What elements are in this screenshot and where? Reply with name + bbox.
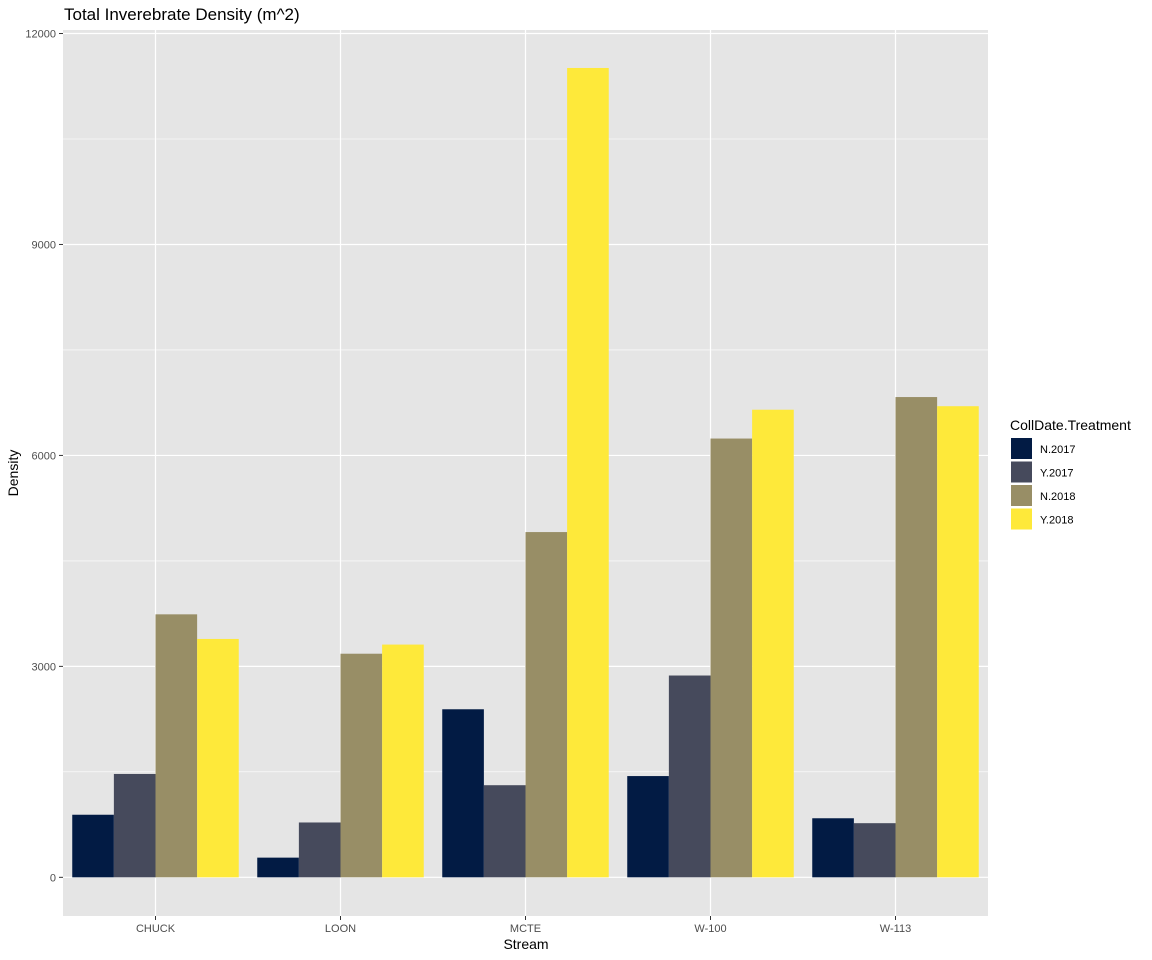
bar-w-113-y-2017 — [853, 823, 896, 878]
legend-key — [1011, 438, 1032, 459]
x-tick-label: W-100 — [694, 923, 726, 935]
x-tick-label: LOON — [325, 923, 356, 935]
bar-mcte-y-2018 — [567, 67, 609, 878]
y-tick-label: 6000 — [32, 450, 56, 462]
bar-w-100-y-2017 — [668, 675, 711, 878]
y-tick-label: 9000 — [32, 239, 56, 251]
legend-label: Y.2017 — [1040, 468, 1073, 480]
bar-chuck-n-2017 — [72, 814, 114, 878]
bar-chuck-y-2018 — [197, 638, 239, 878]
bar-w-113-y-2018 — [937, 406, 979, 878]
x-axis: CHUCK LOON MCTE W-100 W-113 — [136, 916, 911, 935]
legend-label: N.2018 — [1040, 491, 1075, 503]
y-axis: 0 3000 6000 9000 12000 — [25, 29, 63, 884]
legend-key — [1011, 508, 1032, 530]
legend-label: N.2017 — [1040, 444, 1075, 456]
bars — [72, 67, 979, 878]
bar-loon-n-2018 — [340, 653, 383, 878]
bar-w-100-y-2018 — [752, 409, 794, 878]
bar-chuck-y-2017 — [113, 773, 156, 878]
bar-mcte-n-2018 — [525, 532, 568, 878]
bar-loon-n-2017 — [257, 857, 299, 878]
bar-w-100-n-2018 — [710, 438, 753, 878]
bar-w-113-n-2017 — [812, 818, 854, 878]
chart-title: Total Inverebrate Density (m^2) — [64, 5, 300, 24]
y-tick-label: 0 — [50, 872, 56, 884]
x-tick-label: CHUCK — [136, 923, 176, 935]
legend-title: CollDate.Treatment — [1010, 417, 1131, 433]
x-tick-label: MCTE — [510, 923, 541, 935]
bar-loon-y-2018 — [382, 644, 424, 878]
legend: CollDate.Treatment N.2017 Y.2017 N.2018 Y.2… — [1010, 417, 1131, 530]
x-tick-label: W-113 — [880, 923, 911, 935]
y-tick-label: 3000 — [32, 661, 56, 673]
bar-w-100-n-2017 — [627, 776, 669, 878]
y-axis-title: Density — [5, 450, 21, 497]
bar-loon-y-2017 — [298, 822, 341, 878]
bar-mcte-y-2017 — [483, 785, 526, 878]
bar-w-113-n-2018 — [895, 397, 938, 878]
bar-mcte-n-2017 — [442, 709, 484, 878]
y-tick-label: 12000 — [25, 29, 56, 41]
x-axis-title: Stream — [503, 936, 548, 952]
legend-key — [1011, 485, 1032, 506]
legend-label: Y.2018 — [1040, 515, 1073, 527]
bar-chuck-n-2018 — [155, 614, 198, 878]
legend-key — [1011, 461, 1032, 483]
